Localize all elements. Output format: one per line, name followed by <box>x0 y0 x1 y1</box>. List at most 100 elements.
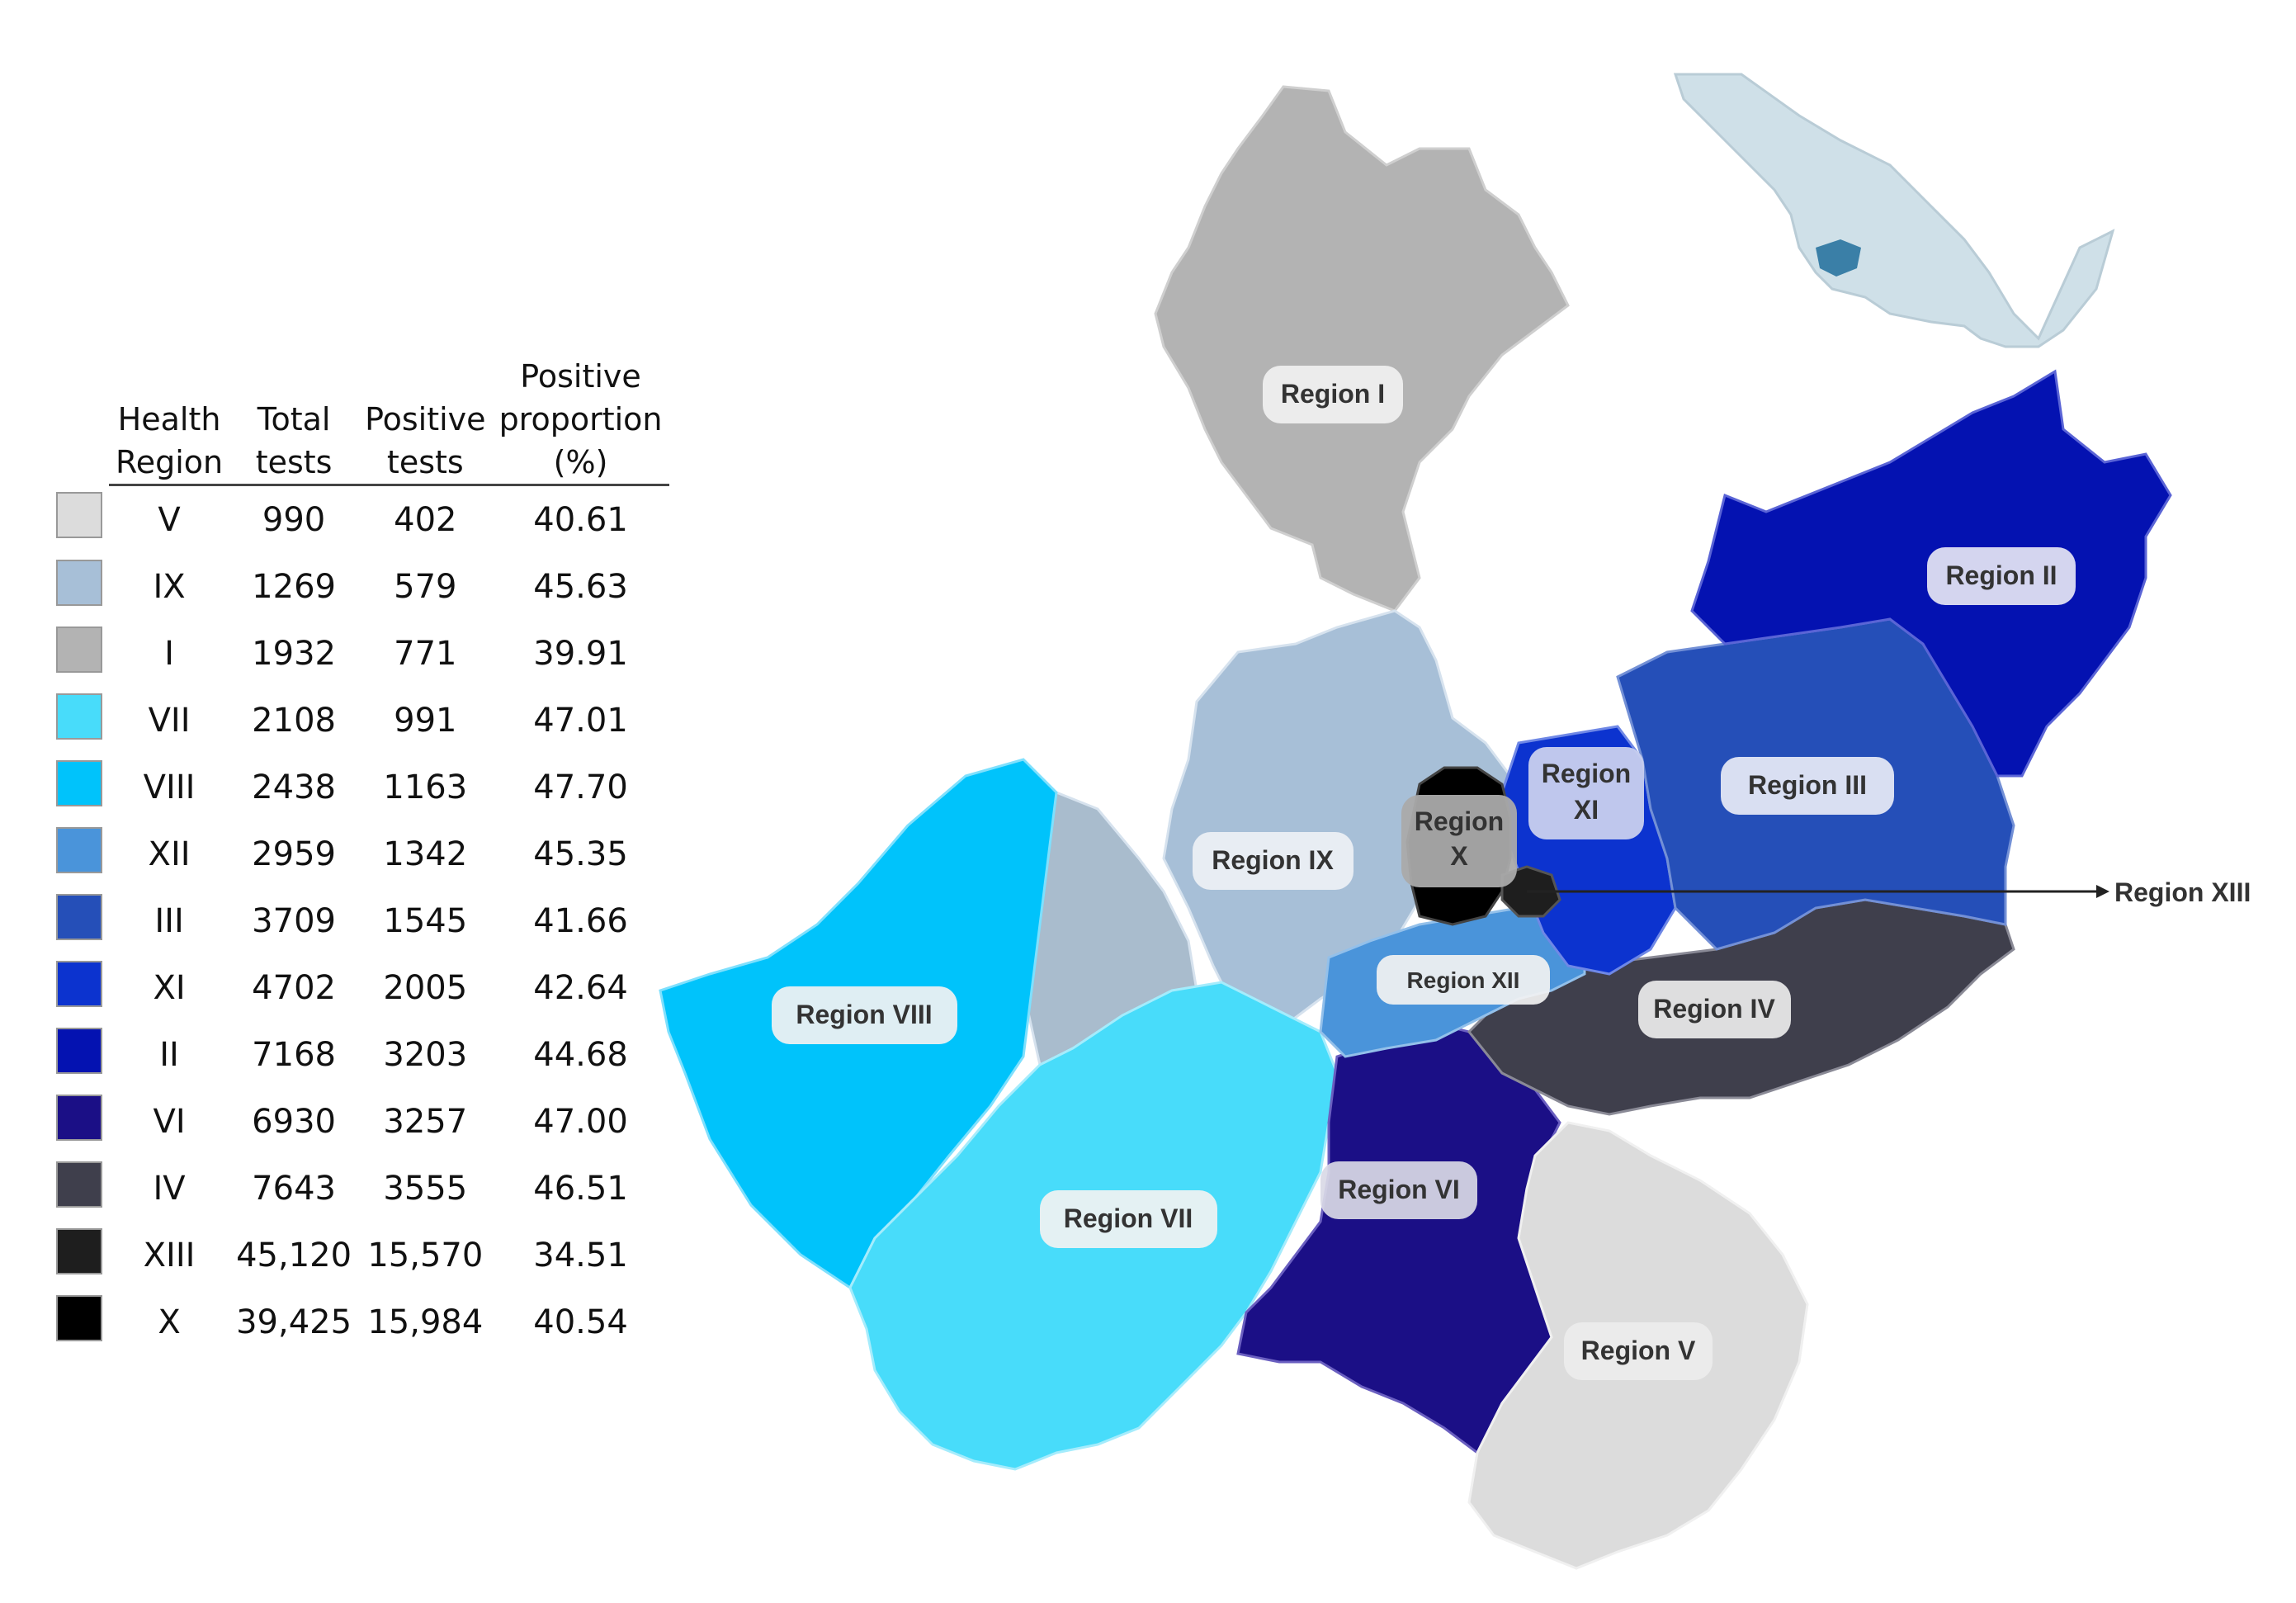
legend-positive-proportion: 45.63 <box>533 567 628 606</box>
legend-total-tests: 1269 <box>252 567 336 606</box>
header-positive-tests: Positive tests <box>358 355 493 486</box>
header-total-tests: Total tests <box>229 355 359 486</box>
legend-swatch-cell <box>50 820 109 887</box>
legend-swatch-cell <box>50 1088 109 1155</box>
legend-positive-tests: 3203 <box>383 1035 468 1074</box>
legend-positive-tests: 402 <box>394 500 457 539</box>
svg-text:Region VI: Region VI <box>1338 1175 1460 1204</box>
svg-text:X: X <box>1450 841 1468 871</box>
legend-positive-tests: 771 <box>394 634 457 673</box>
legend-positive-tests: 991 <box>394 701 457 740</box>
legend-positive-tests: 1545 <box>383 901 468 940</box>
region-iii-label: Region III <box>1721 757 1894 815</box>
legend-swatch-cell <box>50 1021 109 1088</box>
swatch-header <box>50 355 109 485</box>
legend-row: V 990 402 40.61 <box>50 485 669 554</box>
color-swatch <box>56 1094 102 1141</box>
legend-swatch-cell <box>50 954 109 1021</box>
legend-body: V 990 402 40.61 IX 1269 579 45.63 I 1932 771 39.91 V… <box>50 485 669 1356</box>
svg-text:Region VIII: Region VIII <box>796 1000 932 1029</box>
svg-text:Region: Region <box>1542 759 1631 788</box>
svg-text:XI: XI <box>1574 795 1599 825</box>
legend-positive-tests: 579 <box>394 567 457 606</box>
legend-row: I 1932 771 39.91 <box>50 620 669 687</box>
region-v-label: Region V <box>1564 1322 1713 1380</box>
legend-region: IX <box>153 567 186 606</box>
color-swatch <box>56 693 102 740</box>
region-viii-label: Region VIII <box>772 986 957 1044</box>
svg-text:Region III: Region III <box>1748 770 1867 800</box>
legend-positive-tests: 15,570 <box>367 1236 484 1274</box>
legend-region: XII <box>148 835 191 873</box>
legend-total-tests: 3709 <box>252 901 336 940</box>
svg-text:Region: Region <box>1415 806 1504 836</box>
jalisco-highlight <box>1816 239 1861 277</box>
legend-positive-tests: 1163 <box>383 768 468 806</box>
legend-total-tests: 7643 <box>252 1169 336 1208</box>
legend-positive-proportion: 42.64 <box>533 968 628 1007</box>
legend-region: III <box>154 901 184 940</box>
legend-positive-proportion: 34.51 <box>533 1236 628 1274</box>
legend-row: X 39,425 15,984 40.54 <box>50 1289 669 1355</box>
legend-total-tests: 990 <box>262 500 326 539</box>
legend-positive-proportion: 40.54 <box>533 1303 628 1341</box>
legend-positive-proportion: 40.61 <box>533 500 628 539</box>
legend-total-tests: 6930 <box>252 1102 336 1141</box>
legend-positive-proportion: 47.00 <box>533 1102 628 1141</box>
legend-positive-proportion: 39.91 <box>533 634 628 673</box>
mexico-inset-map <box>1673 73 2115 348</box>
legend-positive-tests: 3555 <box>383 1169 468 1208</box>
region-i-label: Region I <box>1263 366 1403 423</box>
legend-row: XII 2959 1342 45.35 <box>50 820 669 887</box>
color-swatch <box>56 626 102 673</box>
region-xii-label: Region XII <box>1377 955 1550 1005</box>
legend-total-tests: 1932 <box>252 634 336 673</box>
legend-region: VII <box>148 701 191 740</box>
legend-table-container: Health Region Total tests Positive tests… <box>50 355 669 1355</box>
legend-positive-proportion: 47.01 <box>533 701 628 740</box>
region-xiii-pointer <box>1527 885 2109 898</box>
legend-region: VIII <box>143 768 196 806</box>
color-swatch <box>56 491 102 538</box>
legend-swatch-cell <box>50 687 109 754</box>
region-ix-label: Region IX <box>1193 832 1354 890</box>
svg-text:Region VII: Region VII <box>1064 1203 1193 1233</box>
legend-swatch-cell <box>50 1155 109 1222</box>
header-health-region: Health Region <box>109 355 230 486</box>
legend-total-tests: 45,120 <box>236 1236 352 1274</box>
legend-positive-tests: 15,984 <box>367 1303 484 1341</box>
legend-row: VIII 2438 1163 47.70 <box>50 754 669 820</box>
legend-positive-proportion: 47.70 <box>533 768 628 806</box>
jalisco-health-region-map: Region I Region II Region III Region IV … <box>659 73 2251 1570</box>
legend-region: II <box>159 1035 179 1074</box>
legend-row: III 3709 1545 41.66 <box>50 887 669 954</box>
region-vi-label: Region VI <box>1320 1161 1477 1219</box>
color-swatch <box>56 1227 102 1274</box>
region-x-label: Region X <box>1401 795 1517 887</box>
legend-swatch-cell <box>50 553 109 620</box>
color-swatch <box>56 960 102 1007</box>
legend-total-tests: 39,425 <box>236 1303 352 1341</box>
legend-swatch-cell <box>50 485 109 554</box>
legend-region: XIII <box>143 1236 196 1274</box>
legend-region: X <box>158 1303 181 1341</box>
svg-text:Region XII: Region XII <box>1407 967 1520 993</box>
legend-swatch-cell <box>50 887 109 954</box>
legend-row: IV 7643 3555 46.51 <box>50 1155 669 1222</box>
legend-swatch-cell <box>50 754 109 820</box>
legend-total-tests: 4702 <box>252 968 336 1007</box>
region-xiii-label: Region XIII <box>2114 877 2251 907</box>
legend-table: Health Region Total tests Positive tests… <box>50 355 669 1355</box>
legend-swatch-cell <box>50 620 109 687</box>
mexico-outline <box>1673 73 2115 348</box>
legend-positive-proportion: 45.35 <box>533 835 628 873</box>
svg-text:Region IV: Region IV <box>1653 994 1775 1024</box>
legend-row: II 7168 3203 44.68 <box>50 1021 669 1088</box>
region-ii-label: Region II <box>1927 547 2076 605</box>
legend-positive-tests: 1342 <box>383 835 468 873</box>
color-swatch <box>56 559 102 606</box>
region-iv-label: Region IV <box>1638 981 1791 1038</box>
svg-text:Region II: Region II <box>1945 560 2057 590</box>
legend-total-tests: 7168 <box>252 1035 336 1074</box>
header-positive-proportion: Positive proportion (%) <box>492 355 669 486</box>
